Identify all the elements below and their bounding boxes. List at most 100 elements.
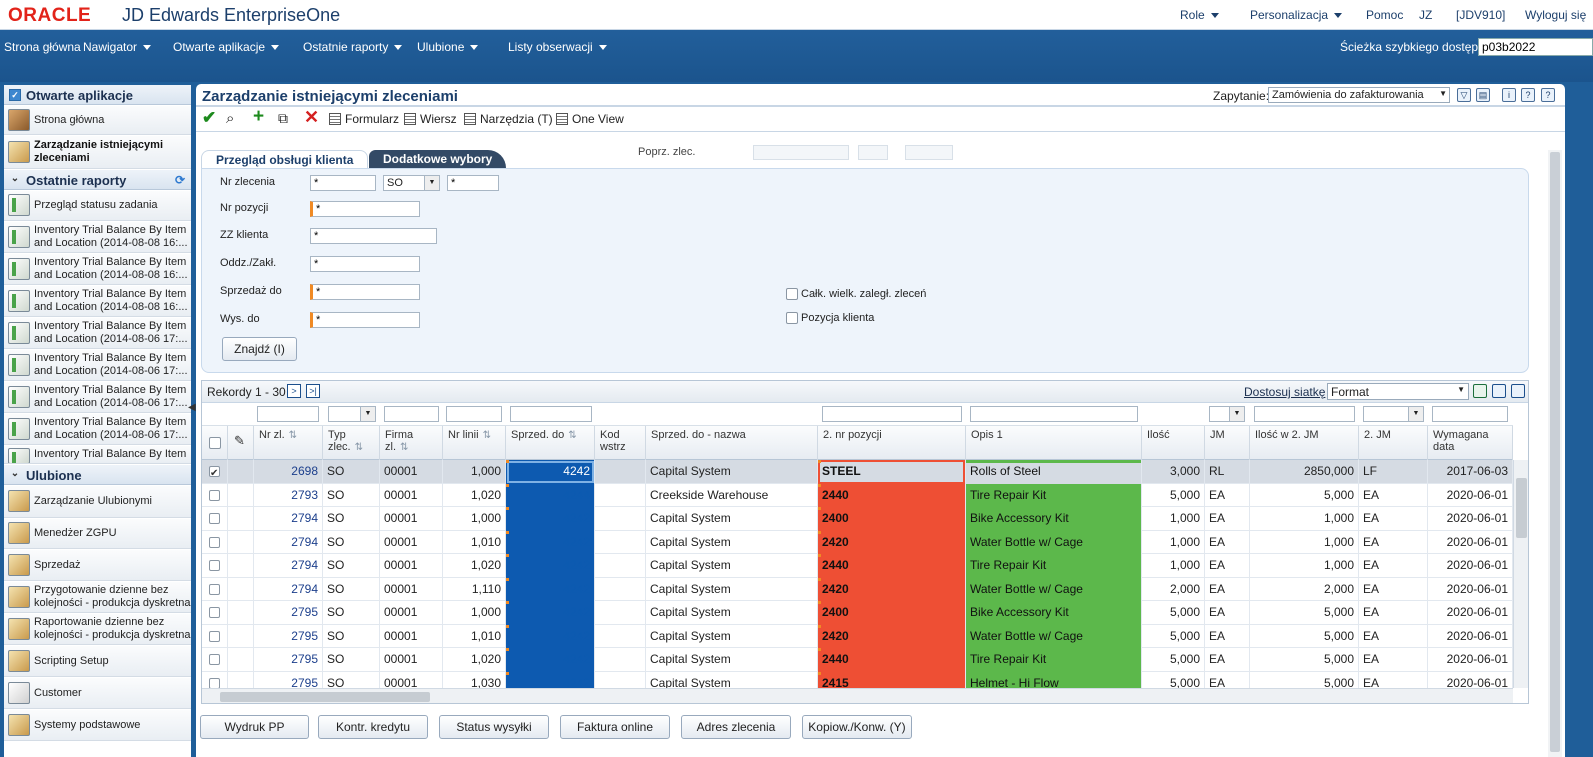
nav-favorites[interactable]: Ulubione: [417, 40, 479, 54]
filter-order-type[interactable]: ▼: [328, 406, 376, 422]
col-sold-to-name[interactable]: Sprzed. do - nazwa: [646, 426, 818, 460]
recent-report-item[interactable]: Inventory Trial Balance By Item and Loca…: [4, 254, 191, 285]
recent-report-item[interactable]: Inventory Trial Balance By Item and Loca…: [4, 350, 191, 381]
col-item2[interactable]: 2. nr pozycji: [818, 426, 966, 460]
select-all-checkbox[interactable]: [209, 437, 221, 449]
search-icon[interactable]: ⌕: [226, 110, 235, 127]
row-menu[interactable]: Wiersz: [404, 112, 457, 126]
environment-link[interactable]: [JDV910]: [1456, 8, 1506, 22]
fastpath-input[interactable]: [1478, 38, 1593, 56]
ok-icon[interactable]: ✔: [202, 108, 217, 127]
col-description[interactable]: Opis 1: [966, 426, 1142, 460]
recent-report-item[interactable]: Inventory Trial Balance By Item and Loca…: [4, 414, 191, 445]
filter-company[interactable]: [384, 406, 439, 422]
row-select-cell[interactable]: [202, 577, 228, 601]
form-menu[interactable]: Formularz: [329, 112, 399, 126]
row-checkbox[interactable]: [209, 607, 220, 618]
shipment-status-button[interactable]: Status wysyłki: [439, 715, 549, 739]
personalize-icon[interactable]: ▤: [1476, 88, 1490, 102]
format-select[interactable]: Format ▼: [1327, 383, 1469, 400]
col-qty2[interactable]: Ilość w 2. JM: [1250, 426, 1359, 460]
order-address-button[interactable]: Adres zlecenia: [681, 715, 791, 739]
order-no-input[interactable]: [310, 175, 376, 191]
recent-report-item[interactable]: Inventory Trial Balance By Item and Loca…: [4, 286, 191, 317]
logout-link[interactable]: Wyloguj się: [1525, 8, 1587, 22]
item-input[interactable]: [310, 201, 420, 217]
col-line-no[interactable]: Nr linii ⇅: [443, 426, 506, 460]
favorite-item[interactable]: Menedżer ZGPU: [4, 519, 191, 549]
filter-um2[interactable]: ▼: [1363, 406, 1424, 422]
about-icon[interactable]: ?: [1541, 88, 1555, 102]
order-company-input[interactable]: [447, 175, 499, 191]
branch-input[interactable]: [310, 256, 420, 272]
table-row[interactable]: 2795 SO 00001 1,020 4242 Capital System 2440 Ti…: [202, 648, 1513, 672]
panel-collapse-handle[interactable]: ◀: [188, 402, 196, 413]
favorite-item[interactable]: Raportowanie dzienne bez kolejności - pr…: [4, 614, 191, 645]
col-um[interactable]: JM: [1205, 426, 1250, 460]
add-icon[interactable]: +: [253, 106, 265, 127]
col-company[interactable]: Firma zl. ⇅: [380, 426, 443, 460]
favorite-item[interactable]: Zarządzanie Ulubionymi: [4, 486, 191, 518]
row-select-cell[interactable]: [202, 648, 228, 672]
filter-line-no[interactable]: [446, 406, 502, 422]
scroll-thumb[interactable]: [1550, 152, 1560, 752]
tools-menu[interactable]: Narzędzia (T): [464, 112, 553, 126]
nav-open-apps[interactable]: Otwarte aplikacje: [173, 40, 280, 54]
tab-additional-selections[interactable]: Dodatkowe wybory: [369, 150, 507, 168]
personalization-menu[interactable]: Personalizacja: [1250, 8, 1343, 22]
filter-req-date[interactable]: [1432, 406, 1508, 422]
col-hold-code[interactable]: Kod wstrz: [595, 426, 646, 460]
row-select-cell[interactable]: [202, 483, 228, 507]
recent-report-item[interactable]: Inventory Trial Balance By Item and Loca…: [4, 318, 191, 349]
grid-vertical-scrollbar[interactable]: [1513, 460, 1528, 688]
sold-to-input[interactable]: [310, 284, 420, 300]
favorite-item[interactable]: Customer: [4, 678, 191, 709]
row-checkbox[interactable]: [209, 677, 220, 688]
filter-qty2[interactable]: [1254, 406, 1355, 422]
nav-recent-reports[interactable]: Ostatnie raporty: [303, 40, 403, 54]
chevron-down-icon[interactable]: ⌄: [10, 173, 20, 184]
copy-icon[interactable]: ⧉: [278, 110, 288, 126]
table-row[interactable]: 2794 SO 00001 1,110 4242 Capital System 2420 Wa…: [202, 577, 1513, 601]
favorite-item[interactable]: Sprzedaż: [4, 550, 191, 581]
backorder-checkbox[interactable]: [786, 288, 798, 300]
online-invoice-button[interactable]: Faktura online: [560, 715, 670, 739]
recent-report-item[interactable]: Inventory Trial Balance By Item and Loca…: [4, 382, 191, 413]
row-select-cell[interactable]: [202, 601, 228, 625]
table-row[interactable]: 2794 SO 00001 1,010 4242 Capital System 2420 Wa…: [202, 530, 1513, 554]
save-grid-icon[interactable]: [1473, 384, 1487, 398]
row-select-cell[interactable]: [202, 530, 228, 554]
grid-horizontal-scrollbar[interactable]: [202, 688, 1513, 703]
recent-report-item[interactable]: Inventory Trial Balance By Item and Loca…: [4, 222, 191, 253]
filter-sold-to[interactable]: [510, 406, 592, 422]
row-checkbox[interactable]: [209, 462, 220, 484]
refresh-icon[interactable]: ⟳: [174, 173, 185, 187]
row-select-cell[interactable]: [202, 460, 228, 484]
nav-watchlists[interactable]: Listy obserwacji: [508, 40, 607, 54]
customer-item-checkbox[interactable]: [786, 312, 798, 324]
role-menu[interactable]: Role: [1180, 8, 1219, 22]
recent-report-item[interactable]: Inventory Trial Balance By Item: [4, 446, 191, 464]
info-icon[interactable]: i: [1502, 88, 1516, 102]
favorite-item[interactable]: Przygotowanie dzienne bez kolejności - p…: [4, 582, 191, 613]
nav-home[interactable]: Strona główna: [4, 40, 81, 54]
open-apps-header[interactable]: ✓ Otwarte aplikacje: [4, 85, 191, 105]
favorite-item[interactable]: Systemy podstawowe: [4, 710, 191, 741]
filter-um[interactable]: ▼: [1209, 406, 1245, 422]
row-checkbox[interactable]: [209, 513, 220, 524]
filter-order-no[interactable]: [257, 406, 319, 422]
row-checkbox[interactable]: [209, 630, 220, 642]
table-row[interactable]: 2793 SO 00001 1,020 4244 Creekside Warehouse 2…: [202, 483, 1513, 507]
row-select-cell[interactable]: [202, 671, 228, 688]
tab-customer-service[interactable]: Przegląd obsługi klienta: [201, 150, 369, 168]
copy-convert-button[interactable]: Kopiow./Konw. (Y): [802, 715, 912, 739]
col-order-no[interactable]: Nr zl. ⇅: [254, 426, 323, 460]
row-select-cell[interactable]: [202, 507, 228, 531]
col-order-type[interactable]: Typ zlec. ⇅: [323, 426, 380, 460]
row-checkbox[interactable]: [209, 489, 220, 501]
filter-item2[interactable]: [822, 406, 962, 422]
row-checkbox[interactable]: [209, 654, 220, 665]
chevron-down-icon[interactable]: ⌄: [10, 468, 20, 479]
page-vertical-scrollbar[interactable]: [1548, 150, 1562, 757]
table-row[interactable]: 2795 SO 00001 1,030 4242 Capital System 2415 He…: [202, 671, 1513, 688]
